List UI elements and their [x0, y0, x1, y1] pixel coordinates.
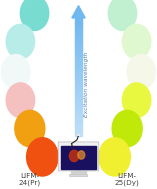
Bar: [75, 126, 82, 129]
Bar: [75, 110, 82, 112]
FancyBboxPatch shape: [58, 142, 99, 171]
Circle shape: [111, 110, 143, 147]
FancyBboxPatch shape: [70, 174, 87, 177]
Bar: [75, 60, 82, 63]
Bar: [75, 49, 82, 51]
Bar: [75, 77, 82, 79]
Bar: [75, 46, 82, 49]
Circle shape: [20, 0, 49, 31]
Bar: [75, 79, 82, 82]
Bar: [75, 67, 82, 70]
Bar: [75, 63, 82, 65]
Text: LIFM-
24(Pr): LIFM- 24(Pr): [19, 173, 41, 186]
Bar: [75, 22, 82, 25]
Bar: [75, 119, 82, 122]
Bar: [75, 53, 82, 56]
Bar: [75, 56, 82, 58]
Bar: [75, 98, 82, 101]
Bar: [75, 27, 82, 30]
Bar: [75, 96, 82, 98]
Bar: [75, 20, 82, 23]
Bar: [75, 108, 82, 110]
Bar: [77, 169, 80, 173]
Circle shape: [14, 110, 46, 147]
Bar: [75, 39, 82, 42]
Bar: [75, 84, 82, 87]
Bar: [75, 115, 82, 117]
Bar: [75, 117, 82, 119]
Circle shape: [122, 82, 152, 118]
Bar: [75, 122, 82, 124]
Bar: [75, 86, 82, 89]
Circle shape: [78, 151, 85, 159]
Bar: [75, 74, 82, 77]
Bar: [75, 133, 82, 136]
Circle shape: [5, 24, 35, 60]
Text: LIFM-
25(Dy): LIFM- 25(Dy): [115, 173, 140, 186]
Bar: [75, 131, 82, 134]
Bar: [75, 34, 82, 37]
Bar: [75, 112, 82, 115]
Bar: [75, 129, 82, 131]
Bar: [75, 65, 82, 67]
Bar: [75, 29, 82, 32]
Bar: [75, 32, 82, 35]
Circle shape: [122, 24, 152, 60]
Circle shape: [108, 0, 137, 31]
Bar: [77, 134, 80, 136]
Bar: [75, 25, 82, 27]
Bar: [71, 171, 86, 173]
Circle shape: [69, 150, 79, 162]
Bar: [75, 82, 82, 84]
Bar: [75, 18, 82, 20]
Bar: [75, 91, 82, 94]
Circle shape: [126, 54, 156, 90]
Bar: [75, 44, 82, 46]
Bar: [75, 37, 82, 39]
Bar: [75, 101, 82, 103]
Circle shape: [26, 137, 59, 177]
Bar: [75, 105, 82, 108]
Circle shape: [5, 82, 35, 118]
Bar: [75, 41, 82, 44]
Polygon shape: [72, 6, 85, 18]
Bar: [75, 72, 82, 75]
Circle shape: [98, 137, 131, 177]
Bar: [75, 124, 82, 127]
Bar: [75, 51, 82, 53]
Bar: [75, 89, 82, 91]
Bar: [75, 58, 82, 60]
Bar: [61, 146, 96, 169]
Bar: [75, 70, 82, 72]
Bar: [75, 103, 82, 105]
Circle shape: [1, 54, 31, 90]
Text: Excitation wavelength: Excitation wavelength: [84, 52, 89, 117]
Bar: [75, 93, 82, 96]
